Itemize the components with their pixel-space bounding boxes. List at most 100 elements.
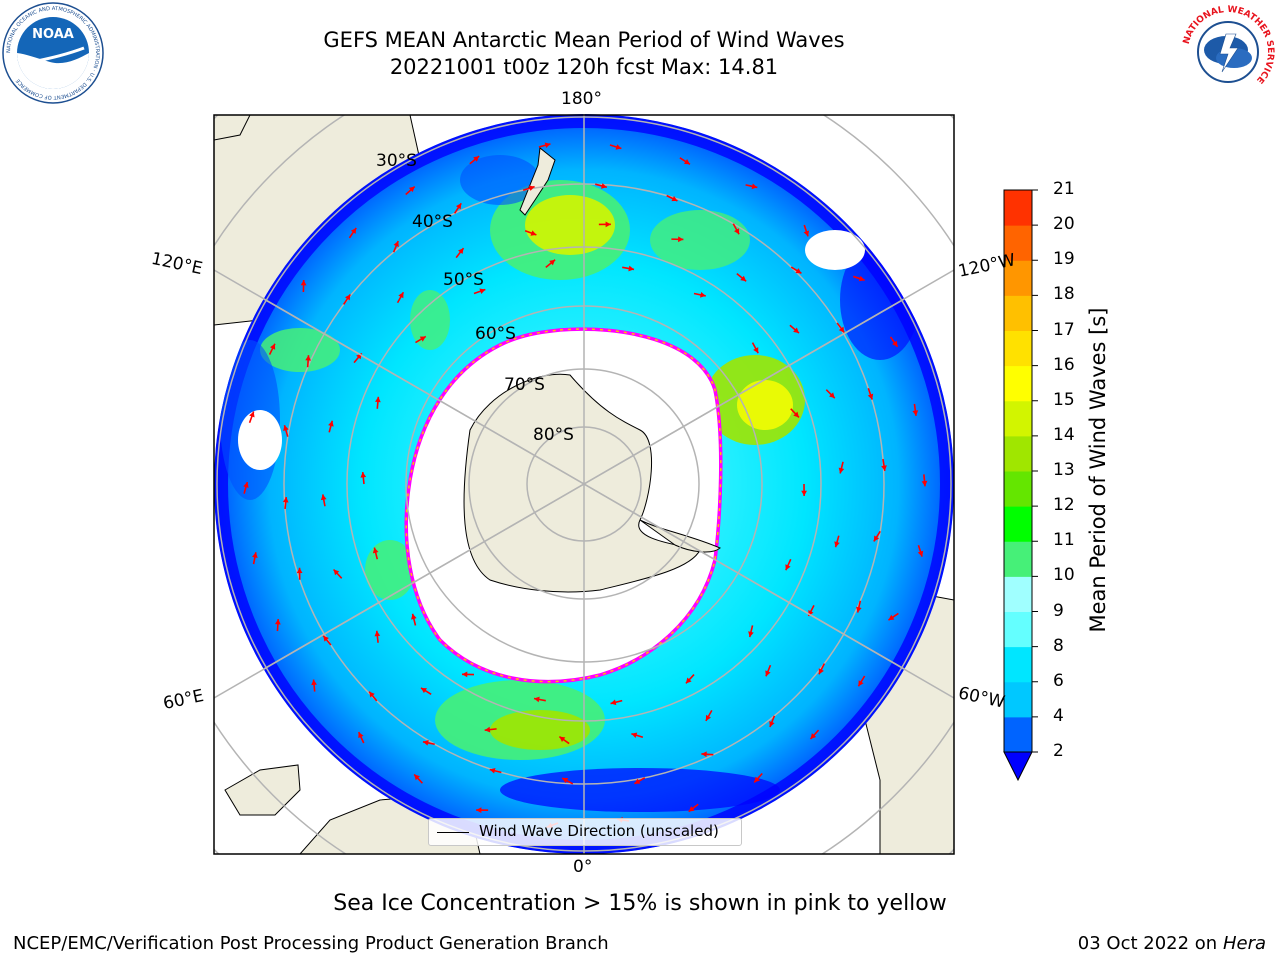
colorbar-tick-label: 13 (1053, 460, 1075, 480)
noaa-logo: NATIONAL OCEANIC AND ATMOSPHERIC ADMINIS… (2, 2, 104, 104)
wind-wave-arrowhead (533, 696, 540, 703)
colorbar-tick-label: 2 (1053, 741, 1064, 761)
wind-wave-arrowhead (328, 420, 334, 427)
chart-subtitle: 20221001 t00z 120h fcst Max: 14.81 (389, 55, 779, 79)
colorbar-segment (1004, 506, 1032, 542)
wind-wave-arrowhead (296, 567, 303, 574)
run-date: 03 Oct 2022 (1077, 933, 1190, 954)
colorbar-tick-label: 18 (1053, 284, 1075, 305)
wind-wave-arrowhead (243, 482, 249, 488)
wind-wave-arrowhead (634, 778, 641, 784)
wind-wave-arrowhead (628, 265, 635, 272)
wind-wave-arrowhead (892, 340, 898, 347)
wind-wave-arrowhead (360, 472, 367, 478)
wind-wave-arrowhead (873, 535, 880, 542)
wind-wave-arrowhead (881, 465, 887, 471)
lat-label-80s: 80°S (533, 425, 574, 445)
map-frame (213, 114, 955, 855)
wind-wave-arrowhead (793, 411, 799, 418)
wind-wave-arrowhead (269, 343, 276, 350)
wind-wave-arrowhead (549, 259, 556, 266)
colorbar-segment (1004, 365, 1032, 402)
wind-wave-arrowhead (748, 631, 754, 638)
wind-wave-arrowhead (810, 733, 817, 740)
credit-right: 03 Oct 2022 on Hera (1078, 933, 1266, 954)
wind-wave-arrowhead (751, 183, 758, 190)
colorbar-tick-label: 6 (1053, 670, 1064, 691)
wind-wave-arrowhead (685, 677, 692, 684)
wind-wave-arrowhead (462, 671, 468, 678)
map-legend: Wind Wave Direction (unscaled) (428, 818, 742, 846)
colorbar-segment (1004, 646, 1032, 683)
wind-wave-arrowhead (683, 159, 690, 165)
wind-wave-arrowhead (422, 740, 429, 746)
wind-wave-arrowhead (740, 275, 747, 282)
colorbar-segment (1004, 576, 1032, 612)
wind-wave-arrowhead (344, 294, 351, 301)
colorbar-tick-label: 12 (1053, 495, 1075, 516)
colorbar-label: Mean Period of Wind Waves [s] (1086, 307, 1110, 633)
wind-wave-arrowhead (754, 776, 760, 783)
national-weather-service-logo: NATIONAL WEATHER SERVICE (1177, 1, 1279, 103)
colorbar-tick-label: 11 (1053, 530, 1075, 551)
colorbar-segment (1004, 611, 1032, 648)
wind-wave-arrowhead (701, 751, 707, 758)
land-corner-tl (214, 115, 251, 141)
run-on: on (1194, 933, 1218, 954)
wind-wave-arrowhead (421, 687, 427, 694)
land-new-zealand (519, 147, 556, 216)
wind-wave-arrowhead (705, 714, 712, 721)
wind-wave-arrowhead (769, 721, 775, 728)
wind-wave-arrowhead (419, 336, 426, 342)
colorbar-tick-label: 14 (1053, 424, 1075, 445)
wind-wave-arrowhead (350, 227, 357, 234)
wind-wave-arrowhead (888, 614, 895, 621)
colorbar-segment (1004, 225, 1032, 261)
wind-wave-arrowhead (282, 497, 289, 503)
wind-wave-arrowhead (372, 547, 379, 554)
wind-wave-arrowhead (838, 467, 845, 474)
colorbar-tick-label: 10 (1053, 565, 1075, 586)
wind-wave-arrowhead (631, 732, 638, 739)
colorbar-tick-label: 17 (1053, 319, 1075, 340)
wind-wave-arrowhead (678, 236, 684, 243)
lat-label-60s: 60°S (475, 324, 516, 344)
wind-wave-arrowhead (484, 726, 491, 733)
colorbar-tick-label: 21 (1053, 179, 1075, 199)
wind-wave-arrowhead (408, 186, 415, 193)
wind-wave-arrowhead (858, 275, 865, 282)
wind-wave-arrowhead (275, 619, 281, 625)
wind-wave-arrowhead (671, 195, 678, 202)
wind-wave-arrowhead (374, 630, 381, 637)
wind-wave-arrowhead (601, 183, 607, 189)
colorbar-segment (1004, 330, 1032, 367)
wind-wave-arrowhead (688, 806, 695, 812)
wind-wave-arrowhead (323, 635, 329, 642)
colorbar-segment (1004, 541, 1032, 577)
wind-wave-arrowhead (867, 393, 874, 400)
wind-wave-arrowhead (785, 564, 791, 571)
wind-wave-arrowhead (375, 396, 381, 403)
legend-label: Wind Wave Direction (unscaled) (479, 822, 719, 840)
colorbar-segment (1004, 471, 1032, 507)
lat-label-50s: 50°S (443, 270, 484, 290)
wind-wave-arrowhead (358, 732, 364, 739)
sea-ice-note: Sea Ice Concentration > 15% is shown in … (333, 891, 947, 916)
wind-wave-arrowhead (838, 326, 845, 333)
colorbar-tick-label: 19 (1053, 249, 1075, 270)
colorbar-segment (1004, 295, 1032, 331)
wind-wave-arrowhead (734, 228, 740, 235)
wind-wave-arrowhead (369, 691, 375, 698)
wind-wave-arrowhead (398, 292, 404, 299)
wind-wave-arrowhead (829, 392, 835, 399)
wind-wave-arrowhead (700, 292, 706, 298)
colorbar-segment (1004, 260, 1032, 296)
machine-name: Hera (1222, 933, 1266, 954)
wind-wave-arrowhead (393, 241, 399, 248)
colorbar-tick-label: 9 (1053, 600, 1064, 621)
wind-wave-arrowhead (283, 425, 289, 432)
wind-wave-arrowhead (615, 144, 622, 150)
wind-wave-arrowhead (530, 230, 537, 236)
colorbar-extend-below (1003, 751, 1033, 782)
colorbar (1003, 189, 1038, 782)
